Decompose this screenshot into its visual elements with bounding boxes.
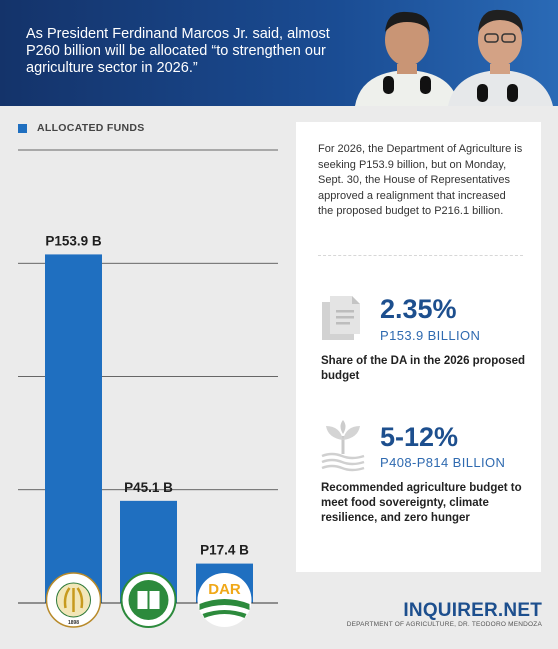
bar-value-label: P17.4 B <box>200 543 249 558</box>
stat-value-recommended: 5-12% <box>380 422 459 452</box>
header-text: As President Ferdinand Marcos Jr. said, … <box>26 26 330 76</box>
bar-value-label: P45.1 B <box>124 480 173 495</box>
stat-desc-recommended: Recommended agriculture budget to meet f… <box>321 482 522 524</box>
sprout-icon <box>321 420 365 472</box>
bar-chart: P153.9 B P45.1 B P17.4 B 1898 DAR <box>18 149 278 628</box>
president-photos <box>355 9 553 106</box>
source-credit: DEPARTMENT OF AGRICULTURE, DR. TEODORO M… <box>346 621 542 628</box>
microphone-icon <box>383 76 518 102</box>
president-photo-right <box>448 9 553 106</box>
da-logo-year: 1898 <box>68 620 79 626</box>
nfa-logo-sack-icon <box>137 591 148 609</box>
stat-sub-share: P153.9 BILLION <box>380 328 481 343</box>
stat-desc-share: Share of the DA in the 2026 proposed bud… <box>321 355 526 382</box>
divider <box>318 255 523 256</box>
legend-swatch <box>18 123 27 133</box>
stat-value-share: 2.35% <box>380 294 457 324</box>
nfa-logo-sack-icon <box>149 591 160 609</box>
dar-logo-field <box>199 599 250 610</box>
legend-label: ALLOCATED FUNDS <box>37 122 145 134</box>
header-banner: As President Ferdinand Marcos Jr. said, … <box>0 0 558 106</box>
dar-logo-text: DAR <box>208 581 241 598</box>
stat-sub-recommended: P408-P814 BILLION <box>380 455 506 470</box>
bar-value-label: P153.9 B <box>45 233 102 248</box>
da-logo-wheat-icon <box>63 587 84 612</box>
dar-logo-field <box>202 610 247 618</box>
president-photo-left <box>355 11 459 106</box>
chart-legend: ALLOCATED FUNDS <box>18 122 145 134</box>
document-icon <box>322 296 360 340</box>
bar <box>45 254 102 603</box>
brand-logo: INQUIRER.NET <box>403 600 542 621</box>
intro-text: For 2026, the Department of Agriculture … <box>318 143 523 217</box>
nfa-logo-inner <box>128 580 169 620</box>
info-card: For 2026, the Department of Agriculture … <box>296 122 541 572</box>
